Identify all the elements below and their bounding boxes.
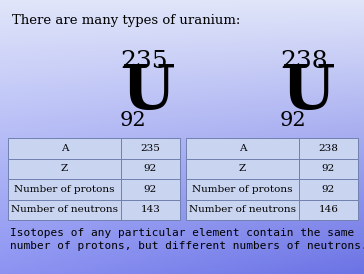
Text: Number of neutrons: Number of neutrons — [11, 205, 118, 214]
Text: U: U — [122, 62, 175, 122]
Text: A: A — [238, 144, 246, 153]
Bar — [186, 199, 298, 220]
Text: Isotopes of any particular element contain the same: Isotopes of any particular element conta… — [10, 228, 354, 238]
Bar — [298, 158, 358, 179]
Text: A: A — [60, 144, 68, 153]
Text: 238: 238 — [280, 50, 328, 73]
Text: 92: 92 — [322, 185, 335, 194]
Text: 143: 143 — [141, 205, 160, 214]
Text: 235: 235 — [141, 144, 160, 153]
Text: 92: 92 — [322, 164, 335, 173]
Bar — [298, 199, 358, 220]
Bar — [298, 138, 358, 158]
Text: 146: 146 — [318, 205, 338, 214]
Bar — [120, 199, 180, 220]
Text: Number of neutrons: Number of neutrons — [189, 205, 296, 214]
Bar — [8, 199, 120, 220]
Bar — [8, 179, 120, 199]
Bar — [186, 158, 298, 179]
Text: Number of protons: Number of protons — [192, 185, 293, 194]
Text: U: U — [282, 62, 335, 122]
Text: Z: Z — [239, 164, 246, 173]
Text: number of protons, but different numbers of neutrons.: number of protons, but different numbers… — [10, 241, 364, 251]
Bar — [120, 179, 180, 199]
Text: 92: 92 — [280, 110, 306, 130]
Bar — [186, 138, 298, 158]
Text: 238: 238 — [318, 144, 338, 153]
Text: Number of protons: Number of protons — [14, 185, 115, 194]
Text: 92: 92 — [144, 185, 157, 194]
Text: 92: 92 — [120, 110, 147, 130]
Text: Z: Z — [61, 164, 68, 173]
Text: 92: 92 — [144, 164, 157, 173]
Bar — [8, 138, 120, 158]
Text: 235: 235 — [120, 50, 168, 73]
Bar — [120, 158, 180, 179]
Bar — [120, 138, 180, 158]
Bar — [186, 179, 298, 199]
Text: There are many types of uranium:: There are many types of uranium: — [12, 14, 240, 27]
Bar — [298, 179, 358, 199]
Bar — [8, 158, 120, 179]
